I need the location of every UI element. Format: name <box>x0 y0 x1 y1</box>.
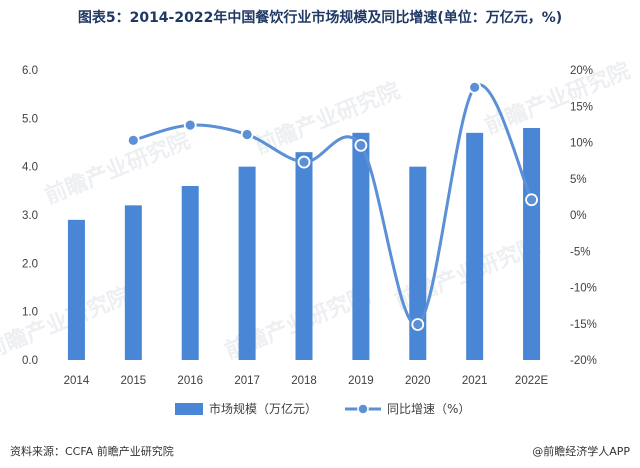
line-point <box>411 318 425 331</box>
right-tick-label: -15% <box>570 319 597 331</box>
growth-points <box>126 81 538 331</box>
right-tick-label: 0% <box>570 210 587 222</box>
x-tick-label: 2018 <box>291 375 317 387</box>
legend-bar-label: 市场规模（万亿元） <box>209 401 317 416</box>
line-point <box>183 118 197 132</box>
line-point <box>354 138 368 152</box>
x-tick-label: 2015 <box>121 375 147 387</box>
bar <box>67 219 85 360</box>
left-tick-label: 0.0 <box>22 355 38 367</box>
chart-title: 图表5：2014-2022年中国餐饮行业市场规模及同比增速(单位：万亿元，%) <box>78 9 562 26</box>
right-tick-label: 20% <box>570 65 593 77</box>
legend: 市场规模（万亿元） 同比增速（%） <box>175 401 470 416</box>
bar <box>238 166 256 360</box>
bar <box>409 166 427 360</box>
right-tick-label: 10% <box>570 138 593 150</box>
x-tick-label: 2019 <box>348 375 374 387</box>
brand-label: @前瞻经济学人APP <box>532 444 630 458</box>
right-tick-label: -20% <box>570 355 597 367</box>
right-tick-label: 15% <box>570 101 593 113</box>
bar <box>352 132 370 360</box>
bar-series <box>67 128 541 360</box>
legend-bar-swatch <box>175 403 203 415</box>
right-tick-label: -10% <box>570 283 597 295</box>
x-tick-label: 2014 <box>64 375 90 387</box>
x-tick-label: 2020 <box>405 375 431 387</box>
right-tick-label: 5% <box>570 174 587 186</box>
x-tick-label: 2017 <box>234 375 260 387</box>
left-tick-label: 5.0 <box>22 113 38 125</box>
left-tick-label: 1.0 <box>22 307 38 319</box>
line-point <box>468 81 482 94</box>
legend-line-marker <box>357 403 369 415</box>
left-tick-label: 4.0 <box>22 162 38 174</box>
left-tick-label: 6.0 <box>22 65 38 77</box>
bar <box>466 132 484 360</box>
left-axis: 0.0 1.0 2.0 3.0 4.0 5.0 6.0 <box>22 65 38 367</box>
bar <box>181 186 199 360</box>
legend-line-label: 同比增速（%） <box>387 402 470 416</box>
bar <box>295 152 313 360</box>
watermark-text: 前瞻产业研究院 <box>481 58 634 140</box>
bar <box>124 205 142 360</box>
left-tick-label: 3.0 <box>22 210 38 222</box>
watermark-text: 前瞻产业研究院 <box>41 128 194 210</box>
left-tick-label: 2.0 <box>22 258 38 270</box>
x-tick-label: 2021 <box>462 375 488 387</box>
line-point <box>297 155 311 169</box>
x-axis: 2014 2015 2016 2017 2018 2019 2020 2021 2022E <box>64 375 549 387</box>
source-note: 资料来源：CCFA 前瞻产业研究院 <box>10 444 174 458</box>
line-point <box>126 133 140 147</box>
bar <box>523 128 541 360</box>
line-point <box>240 128 254 141</box>
x-tick-label: 2016 <box>177 375 203 387</box>
right-tick-label: -5% <box>570 246 590 258</box>
line-point <box>525 193 538 207</box>
watermark-text: 前瞻产业研究院 <box>0 283 134 365</box>
right-axis: -20% -15% -10% -5% 0% 5% 10% 15% 20% <box>570 65 597 367</box>
x-tick-label: 2022E <box>515 375 549 387</box>
